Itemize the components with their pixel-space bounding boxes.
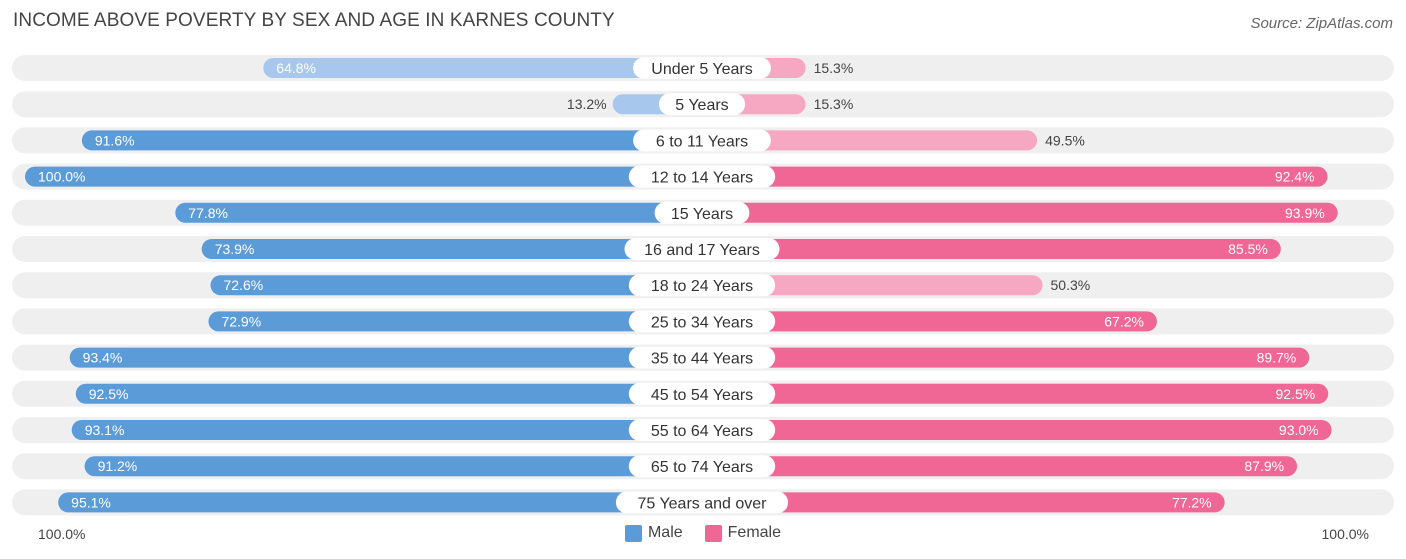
category-pill <box>633 57 771 79</box>
source-label: Source: ZipAtlas.com <box>1250 15 1393 32</box>
chart-title: INCOME ABOVE POVERTY BY SEX AND AGE IN K… <box>13 10 615 31</box>
legend-male: Male <box>624 524 683 542</box>
category-pill <box>633 129 771 152</box>
legend-female-label: Female <box>727 524 782 541</box>
legend: Male Female <box>0 524 1406 542</box>
female-value-label: 89.7% <box>1257 350 1297 366</box>
male-value-label: 93.4% <box>83 350 123 366</box>
female-bar <box>702 456 1298 477</box>
male-bar <box>208 311 703 332</box>
category-pill <box>615 491 789 514</box>
female-value-label: 67.2% <box>1104 313 1144 329</box>
male-bar <box>69 347 702 368</box>
male-value-label: 77.8% <box>188 205 228 221</box>
female-bar <box>702 166 1328 187</box>
male-value-label: 91.2% <box>98 458 138 474</box>
male-bar <box>75 383 702 404</box>
female-bar <box>702 347 1310 368</box>
category-label: 75 Years and over <box>638 495 768 512</box>
female-bar <box>702 420 1332 440</box>
category-pill <box>628 455 776 478</box>
category-label: 15 Years <box>671 206 733 223</box>
female-bar <box>702 492 1225 513</box>
category-label: 6 to 11 Years <box>656 133 748 150</box>
category-label: 25 to 34 Years <box>651 314 753 331</box>
female-bar <box>702 311 1157 332</box>
male-value-label: 95.1% <box>71 494 111 510</box>
category-label: 5 Years <box>675 97 728 114</box>
female-value-label: 50.3% <box>1051 277 1091 293</box>
male-value-label: 73.9% <box>215 241 255 257</box>
category-pill <box>628 274 776 297</box>
female-value-label: 92.4% <box>1275 169 1315 185</box>
male-bar <box>84 456 703 477</box>
male-value-label: 72.6% <box>223 277 263 293</box>
female-bar <box>702 239 1281 259</box>
category-pill <box>624 238 780 260</box>
category-label: 12 to 14 Years <box>651 170 753 187</box>
legend-female: Female <box>704 524 782 542</box>
male-bar <box>175 202 702 223</box>
male-bar <box>58 492 703 513</box>
axis-right-label: 100.0% <box>1321 526 1369 542</box>
legend-male-swatch <box>624 524 642 542</box>
female-value-label: 15.3% <box>814 96 854 112</box>
male-value-label: 100.0% <box>38 169 85 185</box>
female-bar <box>702 202 1338 223</box>
female-value-label: 77.2% <box>1172 494 1212 510</box>
category-label: 16 and 17 Years <box>644 242 760 259</box>
legend-female-swatch <box>704 524 722 542</box>
male-value-label: 72.9% <box>221 313 261 329</box>
female-value-label: 87.9% <box>1244 458 1284 474</box>
category-pill <box>628 346 776 369</box>
male-bar <box>71 420 702 440</box>
category-pill <box>628 419 776 441</box>
male-bar <box>201 239 702 259</box>
category-pill <box>628 382 776 405</box>
female-bar <box>702 130 1038 151</box>
category-pill <box>654 201 750 224</box>
category-pill <box>628 310 776 333</box>
category-label: Under 5 Years <box>651 61 752 78</box>
male-value-label: 92.5% <box>89 386 129 402</box>
category-pill <box>658 93 746 116</box>
category-label: 35 to 44 Years <box>651 351 753 368</box>
category-label: 55 to 64 Years <box>651 423 753 440</box>
female-value-label: 15.3% <box>814 60 854 76</box>
male-bar <box>263 58 702 78</box>
female-value-label: 85.5% <box>1228 241 1268 257</box>
male-bar <box>81 130 703 151</box>
category-label: 65 to 74 Years <box>651 459 753 476</box>
male-bar <box>210 275 703 296</box>
female-value-label: 93.9% <box>1285 205 1325 221</box>
female-bar <box>702 383 1329 404</box>
legend-male-label: Male <box>647 524 683 541</box>
female-bar <box>702 275 1043 296</box>
male-value-label: 93.1% <box>85 422 125 438</box>
category-label: 18 to 24 Years <box>651 278 753 295</box>
male-bar <box>25 166 702 187</box>
male-value-label: 64.8% <box>276 60 316 76</box>
female-value-label: 93.0% <box>1279 422 1319 438</box>
female-value-label: 49.5% <box>1045 132 1085 148</box>
male-value-label: 91.6% <box>95 132 135 148</box>
axis-left-label: 100.0% <box>38 526 86 542</box>
category-pill <box>628 165 776 188</box>
category-label: 45 to 54 Years <box>651 387 753 404</box>
female-value-label: 92.5% <box>1276 386 1316 402</box>
male-value-label: 13.2% <box>567 96 607 112</box>
